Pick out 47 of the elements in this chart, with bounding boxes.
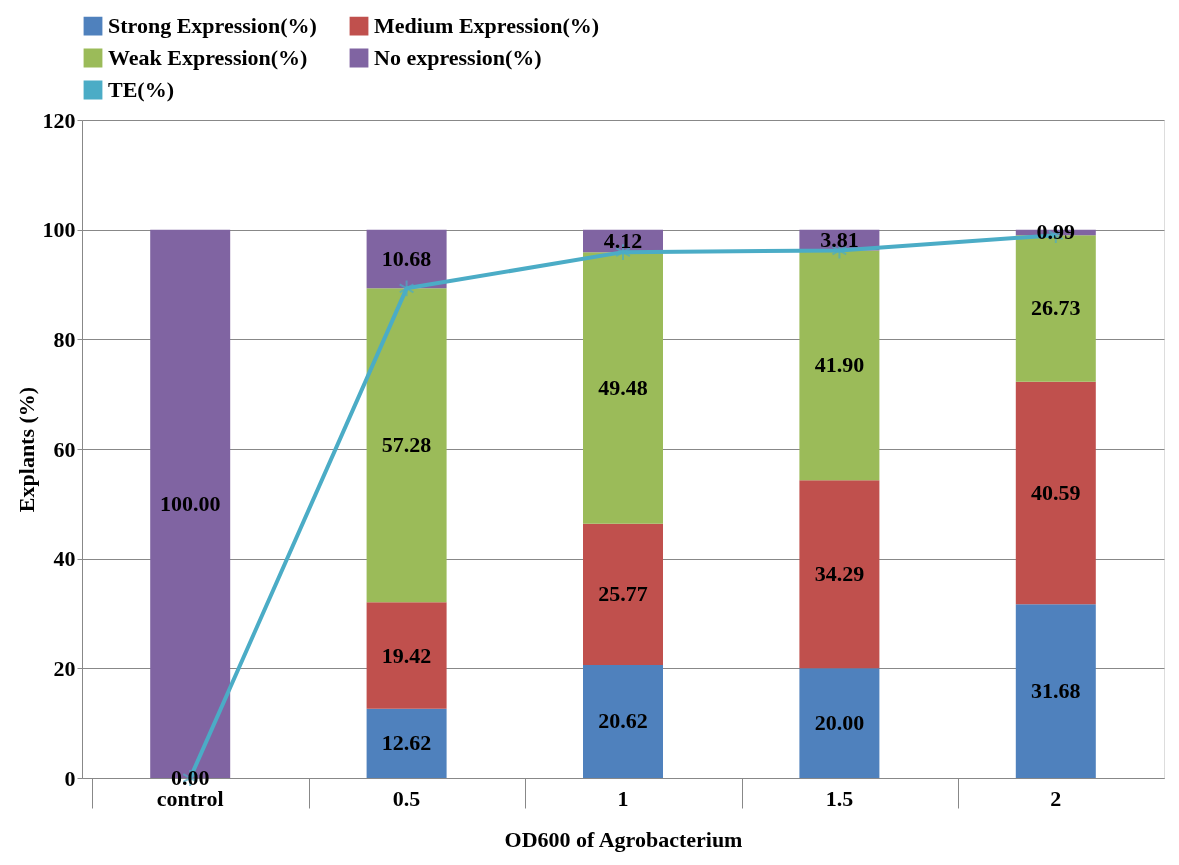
data-label: 57.28 [381, 432, 432, 458]
y-tick-label: 0 [64, 765, 76, 791]
x-tick-label: 1 [617, 785, 629, 811]
data-label: 41.90 [814, 352, 865, 378]
data-label: 25.77 [598, 581, 648, 607]
bar [799, 480, 880, 669]
bar [1015, 381, 1096, 605]
data-label: 19.42 [381, 642, 432, 668]
legend-label: Medium Expression(%) [374, 13, 600, 39]
x-tick-label: control [156, 785, 224, 811]
x-tick-label: 1.5 [825, 785, 854, 811]
y-tick-label: 20 [53, 655, 76, 681]
y-tick-label: 80 [53, 326, 76, 352]
bar [799, 250, 880, 481]
data-label: 20.62 [598, 708, 648, 734]
x-tick-label: 0.5 [392, 785, 421, 811]
bar [583, 664, 663, 778]
data-label: 3.81 [820, 227, 859, 253]
data-label: 20.00 [814, 710, 865, 736]
bar [366, 602, 447, 709]
data-label: 10.68 [381, 245, 432, 271]
data-label: 26.73 [1031, 295, 1081, 321]
x-tick-label: 2 [1050, 785, 1062, 811]
bar [366, 288, 447, 603]
legend-label: Strong Expression(%) [108, 13, 317, 39]
bar [583, 252, 663, 524]
x-axis-title: OD600 of Agrobacterium [504, 826, 743, 852]
legend-label: Weak Expression(%) [108, 45, 308, 70]
legend-label: No expression(%) [374, 45, 542, 70]
data-label: 40.59 [1031, 480, 1081, 505]
data-label: 49.48 [598, 374, 648, 400]
bar [799, 668, 880, 778]
y-tick-label: 120 [42, 107, 76, 133]
bar [583, 523, 663, 665]
y-tick-label: 40 [53, 546, 76, 572]
data-label: 100.00 [159, 490, 221, 516]
bar [366, 708, 447, 778]
y-axis-title: Explants (%) [13, 386, 39, 513]
bar [1015, 604, 1096, 778]
data-label: 12.62 [381, 730, 432, 756]
point [398, 279, 415, 298]
legend-label: TE(%) [108, 77, 174, 102]
data-label: 31.68 [1031, 678, 1081, 704]
y-tick-label: 100 [42, 217, 76, 243]
data-label: 4.12 [603, 228, 643, 254]
data-label: 34.29 [814, 561, 865, 587]
y-tick-label: 60 [53, 436, 76, 462]
